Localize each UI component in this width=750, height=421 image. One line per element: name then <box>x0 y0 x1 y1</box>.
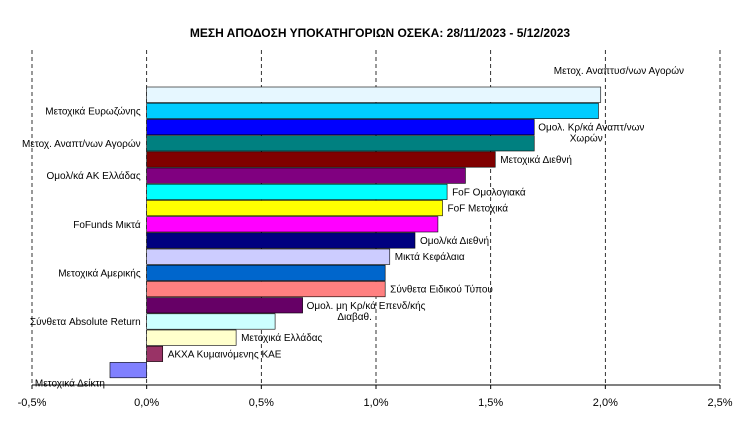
bar <box>146 216 439 233</box>
bar-label: Μετοχικά Ευρωζώνης <box>45 105 141 117</box>
bar-label: Ομολ/κά Διεθνή <box>420 235 489 247</box>
x-tick-label: 2,0% <box>593 397 618 409</box>
bar-label: Μετοχ. Αναπτυσ/νων Αγορών <box>554 65 684 77</box>
bar <box>146 119 535 136</box>
bar-label: Ομολ. Κρ/κά Αναπτ/νων <box>538 122 644 134</box>
bar <box>146 86 602 103</box>
bar-label: Σύνθετα Ειδικού Τύπου <box>390 284 493 296</box>
bar <box>146 345 164 362</box>
bar-label: Χωρών <box>570 133 603 145</box>
bar-label: Μετοχικά Ελλάδας <box>241 332 322 344</box>
bar <box>146 281 386 298</box>
x-tick-label: 1,0% <box>363 397 388 409</box>
bar-label: ΑΚΧΑ Κυμαινόμενης ΚΑΕ <box>168 348 282 360</box>
bar <box>146 167 466 184</box>
bar-label: Διαβαθ. <box>337 312 372 323</box>
x-tick-label: 0,5% <box>249 397 274 409</box>
bar <box>109 362 147 379</box>
bar-labels-group: Μετοχ. Αναπτυσ/νων Αγορών Μετοχικά Ευρωζώ… <box>22 65 684 390</box>
x-axis-ticks: -0,5% 0,0% 0,5% 1,0% 1,5% 2,0% 2,5% <box>18 384 733 409</box>
bar <box>146 248 391 265</box>
bar-label: FoFunds Μικτά <box>73 219 141 231</box>
bar-label: Μετοχ. Αναπτ/νων Αγορών <box>22 138 141 150</box>
bar <box>146 200 443 217</box>
bar <box>146 329 237 346</box>
bar-label: Μετοχικά Αμερικής <box>58 267 141 279</box>
bar-label: FoF Μετοχικά <box>448 203 509 215</box>
bar <box>146 183 448 200</box>
bar-label: FoF Ομολογιακά <box>452 186 526 198</box>
bar <box>146 232 416 249</box>
x-tick-label: -0,5% <box>18 397 47 409</box>
bar-label: Μετοχικά Διεθνή <box>500 154 572 166</box>
bars-group <box>109 86 602 379</box>
bar-label: Μικτά Κεφάλαια <box>395 251 465 263</box>
bar <box>146 297 303 314</box>
x-tick-label: 0,0% <box>134 397 159 409</box>
bar <box>146 151 496 168</box>
x-tick-label: 1,5% <box>478 397 503 409</box>
bar-label: Μετοχικά Δείκτη <box>35 378 105 390</box>
bar-label: Σύνθετα Absolute Return <box>30 316 141 328</box>
bar <box>146 102 599 119</box>
bar <box>146 313 276 330</box>
bar <box>146 135 535 152</box>
x-tick-label: 2,5% <box>707 397 732 409</box>
bar-label: Ομολ/κά ΑΚ Ελλάδας <box>46 170 140 182</box>
bar <box>146 264 386 281</box>
chart-title: ΜΕΣΗ ΑΠΟΔΟΣΗ ΥΠΟΚΑΤΗΓΟΡΙΩΝ ΟΣΕΚΑ: 28/11/… <box>190 26 571 40</box>
bar-label: Ομολ. μη Κρ/κά Επενδ/κής <box>307 300 426 312</box>
